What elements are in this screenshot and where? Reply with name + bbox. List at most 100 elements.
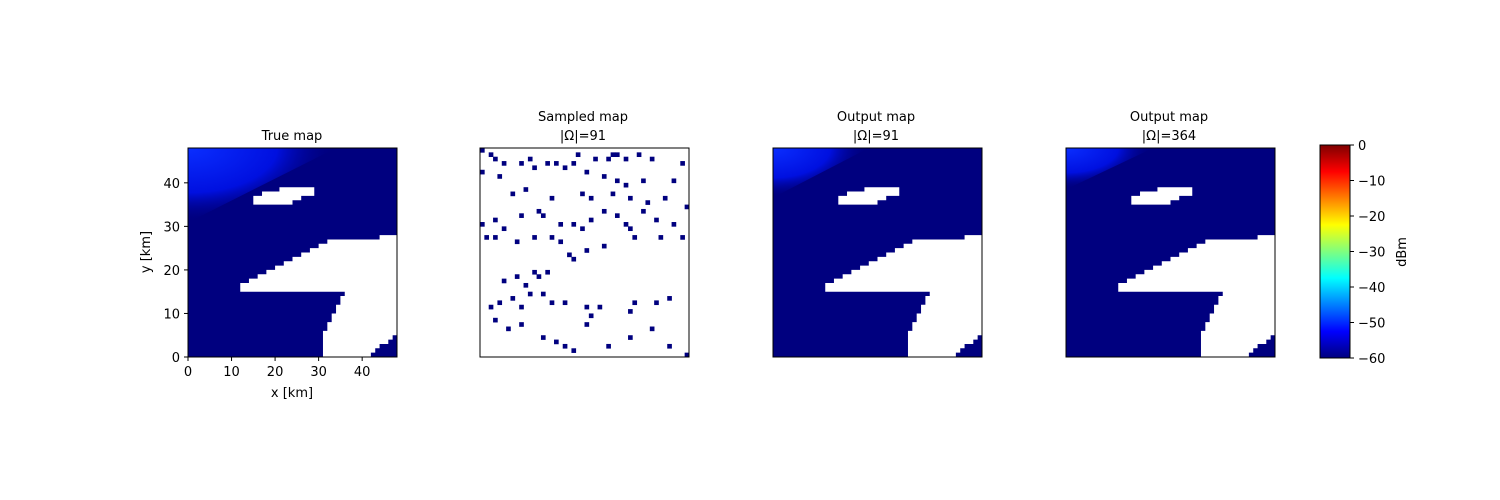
sample-cell: [488, 304, 494, 310]
heatmap-panel-2: [479, 147, 690, 358]
sample-cell: [549, 300, 555, 306]
sample-cell: [667, 296, 672, 301]
sample-cell: [540, 335, 546, 340]
sample-cell: [614, 213, 620, 218]
strong-signal-zone: [188, 148, 337, 223]
panel-title-true-map: True map: [261, 129, 323, 144]
sample-cell: [480, 222, 485, 227]
sample-cell: [632, 235, 638, 240]
panel-frame: [479, 147, 690, 358]
y-tick-label: 0: [172, 351, 180, 366]
building-1: [1118, 235, 1275, 357]
sample-cell: [628, 226, 633, 232]
sample-cell: [501, 278, 507, 284]
sample-cell: [532, 165, 537, 171]
sample-cell: [654, 300, 659, 306]
y-tick-label: 40: [163, 177, 180, 192]
sample-cell: [632, 300, 638, 306]
sample-cell: [545, 161, 550, 166]
panel-title-sampled-map: Sampled map: [538, 110, 628, 125]
panel-title-output-map-91: Output map: [837, 110, 915, 125]
sample-cell: [540, 291, 546, 297]
sample-cell: [628, 335, 633, 340]
sample-cell: [549, 195, 555, 201]
colorbar-tick-label: 0: [1358, 139, 1366, 154]
sample-cell: [580, 191, 585, 197]
sample-cell: [536, 208, 542, 214]
colorbar-tick-label: −10: [1358, 175, 1385, 190]
sample-cell: [671, 178, 677, 184]
sample-cell: [649, 156, 655, 162]
sample-cell: [628, 195, 633, 201]
sample-cell: [514, 274, 520, 279]
x-tick-label: 0: [184, 365, 192, 380]
sample-cell: [493, 156, 498, 162]
panels: [187, 147, 1276, 358]
sample-cell: [497, 174, 503, 179]
sample-cell: [601, 208, 607, 214]
sample-cell: [523, 282, 529, 288]
sample-cell: [571, 348, 577, 353]
panel-title-output-map-364: Output map: [1130, 110, 1208, 125]
sample-cell: [588, 195, 594, 201]
building-2: [838, 187, 900, 205]
colorbar: [1319, 144, 1351, 359]
axis-ticks: 0 10 20 30 40 0 10 20 30 40: [163, 177, 370, 380]
sample-cell: [645, 200, 651, 205]
building-2: [1131, 187, 1193, 205]
sample-cell: [527, 291, 533, 297]
sample-cell: [584, 169, 590, 175]
sample-cell: [519, 322, 524, 327]
building-2: [253, 187, 315, 205]
x-tick-label: 10: [223, 365, 240, 380]
sample-cell: [571, 222, 577, 227]
sample-cell: [601, 174, 607, 179]
sample-cell: [571, 256, 577, 262]
sample-cell: [662, 195, 668, 201]
colorbar-tick-label: −50: [1358, 317, 1385, 332]
sample-cell: [584, 248, 590, 253]
sample-cell: [606, 343, 611, 349]
sample-cell: [519, 161, 524, 166]
sample-cell: [654, 217, 659, 223]
sample-cell: [680, 161, 685, 166]
sample-cell: [514, 239, 520, 245]
sample-cell: [519, 213, 524, 218]
panel-subtitle-output-map-91: |Ω|=91: [853, 129, 899, 144]
x-tick-label: 20: [267, 365, 284, 380]
sample-cell: [671, 222, 677, 227]
sample-cell: [680, 235, 685, 240]
x-tick-label: 30: [310, 365, 327, 380]
sample-cell: [480, 148, 485, 153]
sample-cell: [597, 304, 603, 310]
y-tick-label: 10: [163, 307, 180, 322]
sample-cell: [628, 309, 633, 314]
sample-cell: [545, 269, 550, 275]
sample-cell: [649, 326, 655, 332]
colorbar-tick-label: −40: [1358, 281, 1385, 296]
panel-frame: [1065, 147, 1276, 358]
sample-cell: [641, 178, 646, 184]
building-1: [240, 235, 397, 357]
sample-cell: [580, 226, 585, 232]
sample-cell: [501, 226, 507, 232]
sample-cell: [488, 152, 494, 158]
y-tick-label: 20: [163, 264, 180, 279]
sample-cell: [532, 235, 537, 240]
sample-cell: [667, 343, 672, 349]
sample-cell: [584, 322, 590, 327]
sample-cell: [575, 152, 581, 158]
sample-cell: [549, 235, 555, 240]
sample-cell: [558, 239, 564, 245]
panel-subtitle-sampled-map: |Ω|=91: [560, 129, 606, 144]
colorbar-label: dBm: [1395, 237, 1410, 267]
sample-cell: [562, 343, 568, 349]
sample-cell: [497, 300, 503, 306]
sample-cell: [658, 235, 664, 240]
sample-cell: [558, 222, 564, 227]
sample-cell: [593, 156, 598, 162]
sample-cell: [554, 339, 559, 345]
heatmap-panel-1: [187, 147, 398, 358]
sample-cell: [684, 204, 689, 210]
strong-signal-zone: [1066, 148, 1154, 190]
